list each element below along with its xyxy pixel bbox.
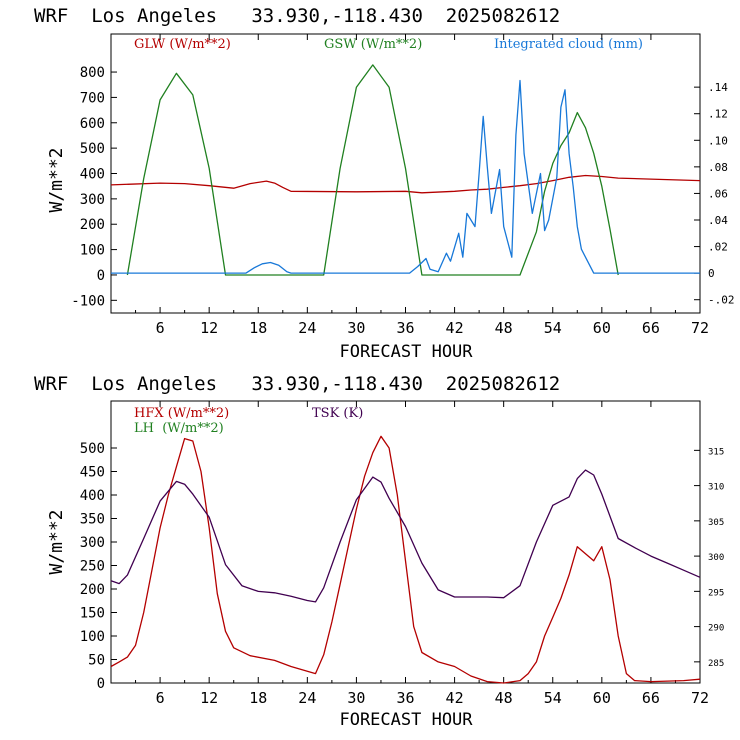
x-tick-label: 36	[396, 689, 414, 707]
y-tick-label: 300	[80, 192, 105, 208]
y-tick-label: 800	[80, 65, 105, 81]
x-tick-label: 12	[200, 319, 218, 337]
y2-tick-label: .08	[708, 161, 728, 174]
chart-2-legend-hfx: HFX (W/m**2)	[134, 406, 229, 421]
chart-1-legend-cloud: Integrated cloud (mm)	[494, 37, 643, 52]
x-tick-label: 18	[249, 689, 267, 707]
x-tick-label: 66	[642, 689, 660, 707]
y2-tick-label: 315	[708, 447, 724, 457]
y-tick-label: 50	[88, 653, 105, 669]
chart-1: WRF Los Angeles 33.930,-118.430 20250826…	[34, 5, 735, 362]
y-tick-label: 100	[80, 243, 105, 259]
y2-tick-label: .02	[708, 241, 728, 254]
y2-tick-label: .06	[708, 187, 728, 200]
y2-tick-label: .12	[708, 108, 728, 121]
y2-tick-label: 0	[708, 267, 715, 280]
y2-tick-label: .10	[708, 134, 728, 147]
chart-1-xlabel: FORECAST HOUR	[339, 342, 473, 362]
series-line-1	[110, 435, 701, 684]
y2-tick-label: 300	[708, 553, 724, 563]
x-tick-label: 30	[347, 319, 365, 337]
chart-1-legend-glw: GLW (W/m**2)	[134, 37, 231, 52]
y-tick-label: 350	[80, 512, 105, 528]
series-line-3	[111, 79, 700, 274]
x-tick-label: 12	[200, 689, 218, 707]
y2-tick-label: 295	[708, 588, 724, 598]
y2-tick-label: .14	[708, 81, 728, 94]
chart-2-legend-lh: LH (W/m**2)	[134, 421, 224, 436]
y-tick-label: 0	[97, 676, 105, 692]
x-tick-label: 24	[298, 319, 316, 337]
series-line-1	[110, 174, 701, 194]
y2-tick-label: 310	[708, 483, 724, 493]
chart-2-legend-tsk: TSK (K)	[312, 406, 363, 421]
x-tick-label: 66	[642, 319, 660, 337]
x-tick-label: 18	[249, 319, 267, 337]
chart-2-ylabel: W/m**2	[46, 509, 67, 574]
y-tick-label: 150	[80, 606, 105, 622]
chart-1-legend-gsw: GSW (W/m**2)	[324, 37, 422, 52]
x-tick-label: 6	[156, 319, 165, 337]
x-tick-label: 72	[691, 319, 709, 337]
x-tick-label: 48	[495, 689, 513, 707]
y2-tick-label: -.02	[708, 294, 735, 307]
x-tick-label: 42	[446, 319, 464, 337]
x-tick-label: 60	[593, 319, 611, 337]
y-tick-label: 250	[80, 559, 105, 575]
y-tick-label: 200	[80, 217, 105, 233]
y-tick-label: 200	[80, 582, 105, 598]
x-tick-label: 72	[691, 689, 709, 707]
y-tick-label: 700	[80, 90, 105, 106]
x-tick-label: 54	[544, 319, 562, 337]
x-tick-label: 54	[544, 689, 562, 707]
y-tick-label: 400	[80, 488, 105, 504]
x-tick-label: 30	[347, 689, 365, 707]
y2-tick-label: 290	[708, 624, 724, 634]
x-tick-label: 24	[298, 689, 316, 707]
x-tick-label: 36	[396, 319, 414, 337]
chart-2: WRF Los Angeles 33.930,-118.430 20250826…	[34, 373, 724, 730]
y2-tick-label: .04	[708, 214, 728, 227]
x-tick-label: 42	[446, 689, 464, 707]
y-tick-label: 100	[80, 629, 105, 645]
chart-2-xlabel: FORECAST HOUR	[339, 710, 473, 730]
y2-tick-label: 285	[708, 659, 724, 669]
y-tick-label: 500	[80, 441, 105, 457]
series-line-2	[110, 469, 701, 603]
y-tick-label: 300	[80, 535, 105, 551]
chart-1-ylabel: W/m**2	[46, 147, 67, 212]
chart-1-title: WRF Los Angeles 33.930,-118.430 20250826…	[34, 5, 560, 27]
y-tick-label: 450	[80, 465, 105, 481]
x-tick-label: 48	[495, 319, 513, 337]
chart-2-frame	[110, 400, 701, 684]
y-tick-label: -100	[71, 293, 105, 309]
x-tick-label: 60	[593, 689, 611, 707]
y-tick-label: 0	[97, 268, 105, 284]
y-tick-label: 400	[80, 167, 105, 183]
chart-2-title: WRF Los Angeles 33.930,-118.430 20250826…	[34, 373, 560, 395]
x-tick-label: 6	[156, 689, 165, 707]
y-tick-label: 500	[80, 141, 105, 157]
y-tick-label: 600	[80, 116, 105, 132]
series-line-2	[126, 64, 619, 276]
chart-1-frame	[110, 33, 701, 314]
y2-tick-label: 305	[708, 518, 724, 528]
